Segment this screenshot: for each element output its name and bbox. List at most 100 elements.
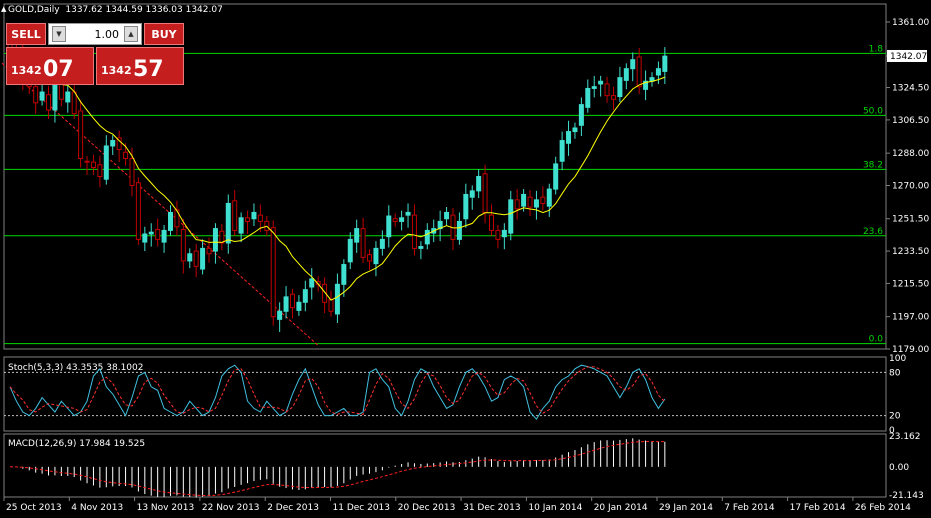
date-axis: 25 Oct 2013 4 Nov 2013 13 Nov 2013 22 Nov 2…	[3, 497, 911, 513]
candle-body	[643, 80, 649, 90]
stoch-main-line	[9, 364, 666, 421]
candle-body	[354, 228, 360, 243]
sell-price-button[interactable]: 1342 07	[6, 47, 94, 85]
macd-title: MACD(12,26,9) 17.984 19.525	[8, 439, 145, 449]
candle-body	[501, 229, 507, 238]
buy-price-pips: 57	[133, 57, 164, 82]
ma-line	[9, 50, 666, 301]
candle-body	[174, 209, 180, 228]
candle-body	[572, 127, 578, 133]
candle-body	[662, 55, 668, 72]
stoch-tick-label: 0	[889, 426, 895, 436]
ohlc-values: 1337.62 1344.59 1336.03 1342.07	[65, 5, 223, 15]
candle-body	[463, 193, 469, 220]
candle-body	[187, 253, 193, 262]
lot-size-field: ▼ ▲	[48, 23, 142, 45]
candle-body	[598, 80, 604, 85]
price-tick-label: 1215.50	[892, 279, 929, 289]
lot-increase-icon[interactable]: ▲	[124, 26, 138, 42]
date-tick-label: 20 Jan 2014	[594, 503, 648, 513]
main-chart-frame	[3, 3, 887, 350]
candle-body	[553, 163, 559, 190]
candle-body	[289, 293, 295, 309]
candle-body	[302, 289, 308, 303]
candle-body	[123, 151, 129, 160]
date-tick-label: 10 Jan 2014	[528, 503, 582, 513]
stoch-tick-label: 100	[889, 354, 906, 364]
candle-body	[444, 211, 450, 220]
date-tick-label: 20 Dec 2013	[398, 503, 456, 513]
lot-input[interactable]	[69, 27, 119, 41]
macd-tick-label: 23.162	[889, 432, 921, 442]
candle-body	[630, 59, 636, 70]
stochastic-panel: Stoch(5,3,3) 43.3535 38.1002 100 80 20 0	[4, 354, 906, 436]
price-tick-label: 1270.00	[892, 181, 929, 191]
sell-price-prefix: 1342	[11, 64, 42, 77]
candle-body	[193, 250, 199, 267]
date-tick-label: 26 Feb 2014	[855, 503, 911, 513]
candle-body	[161, 229, 167, 243]
date-tick-label: 7 Feb 2014	[724, 503, 775, 513]
candle-body	[257, 214, 263, 222]
date-tick-label: 13 Nov 2013	[137, 503, 195, 513]
stoch-tick-label: 80	[889, 368, 901, 378]
macd-signal-line	[9, 441, 665, 497]
candle-body	[322, 283, 328, 303]
candle-body	[469, 190, 475, 198]
candle-body	[533, 199, 539, 208]
candle-body	[546, 188, 552, 207]
current-price-box	[887, 49, 927, 62]
candle-body	[180, 229, 186, 262]
candle-body	[604, 83, 610, 97]
candle-body	[309, 278, 315, 288]
price-tick-label: 1251.50	[892, 215, 929, 225]
candle-body	[328, 299, 334, 312]
date-tick-label: 11 Dec 2013	[333, 503, 391, 513]
symbol-dropdown-icon[interactable]: ▲	[1, 5, 7, 13]
candle-body	[168, 211, 173, 231]
candle-body	[33, 86, 39, 104]
candle-body	[636, 56, 642, 88]
date-tick-label: 31 Dec 2013	[463, 503, 520, 513]
candle-body	[129, 158, 135, 186]
fib-level-label: 38.2	[863, 160, 883, 170]
candle-body	[296, 301, 302, 311]
candle-body	[386, 215, 392, 238]
price-tick-label: 1324.50	[892, 84, 929, 94]
candle-body	[617, 77, 623, 98]
candle-body	[540, 196, 546, 204]
candle-body	[283, 296, 289, 312]
candle-body	[559, 140, 565, 162]
moving-average	[9, 50, 666, 301]
one-click-trading-panel: SELL ▼ ▲ BUY 1342 07 1342 57	[6, 23, 184, 85]
candle-body	[78, 110, 84, 160]
candle-body	[521, 193, 527, 207]
candle-body	[476, 176, 482, 192]
sell-button[interactable]: SELL	[6, 23, 46, 45]
candle-body	[456, 220, 462, 240]
chart-title: GOLD,Daily 1337.62 1344.59 1336.03 1342.…	[8, 5, 223, 15]
macd-frame	[3, 433, 887, 498]
candle-body	[116, 137, 122, 151]
candle-body	[399, 217, 405, 222]
candle-body	[148, 231, 154, 235]
date-tick-label: 25 Oct 2013	[6, 503, 62, 513]
candle-body	[655, 68, 661, 76]
candle-body	[508, 199, 514, 234]
fib-level-label: 1.8	[869, 44, 884, 54]
candle-body	[232, 200, 238, 231]
candle-body	[103, 145, 109, 180]
lot-decrease-icon[interactable]: ▼	[52, 26, 66, 42]
candle-body	[97, 164, 103, 177]
candle-body	[206, 247, 212, 255]
candle-body	[360, 228, 366, 258]
buy-price-button[interactable]: 1342 57	[96, 47, 184, 85]
candle-body	[270, 227, 276, 318]
candle-body	[52, 84, 58, 111]
candle-body	[39, 91, 45, 101]
candle-body	[566, 131, 572, 144]
buy-button[interactable]: BUY	[144, 23, 184, 45]
fib-level-label: 0.0	[869, 335, 884, 345]
macd-tick-label: 0.00	[889, 463, 909, 473]
